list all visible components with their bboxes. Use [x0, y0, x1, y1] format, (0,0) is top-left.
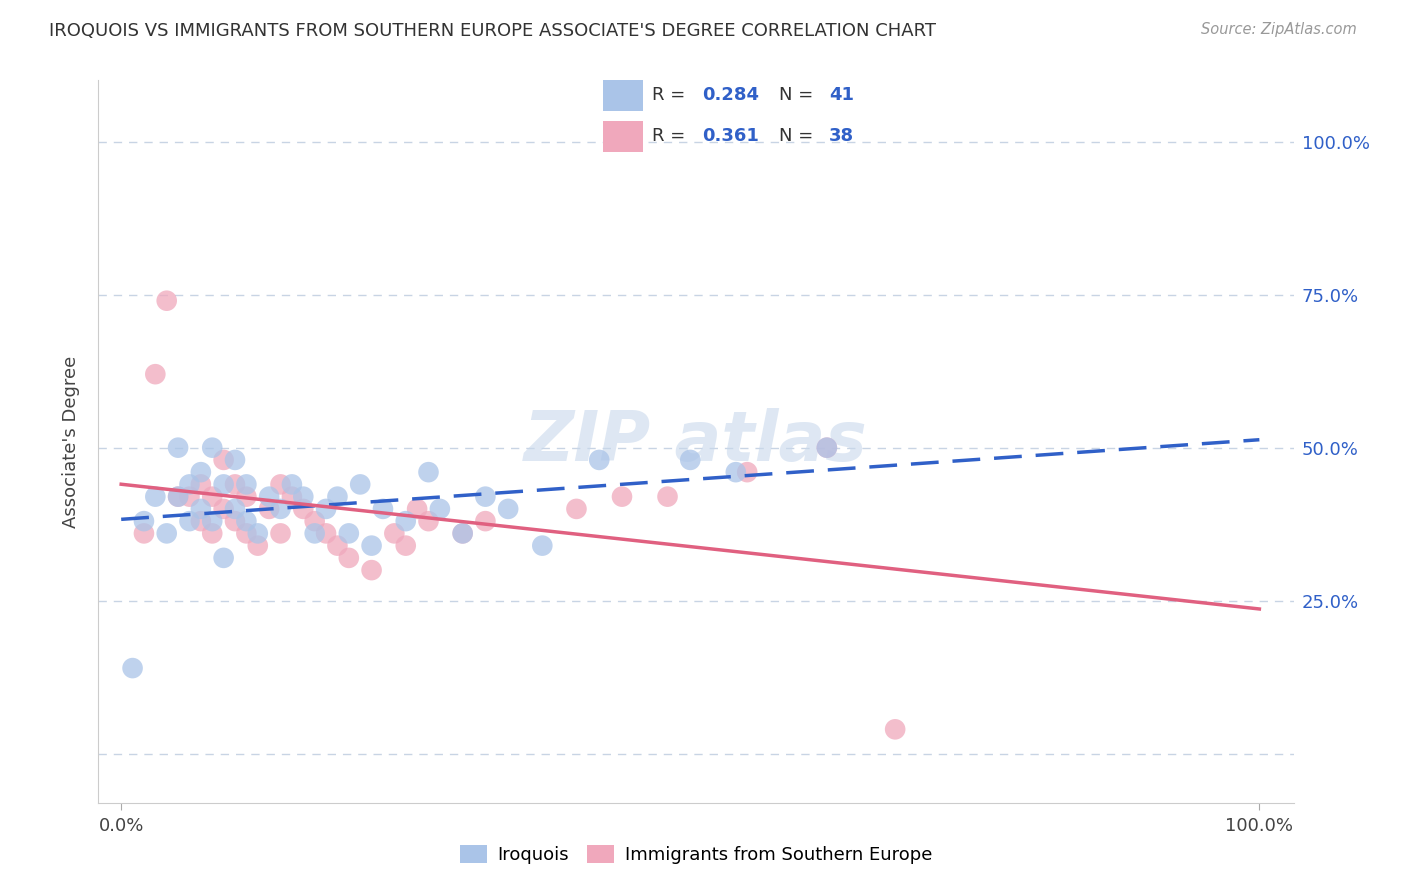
Point [121, 661, 143, 675]
Point [201, 526, 224, 541]
Point [224, 477, 246, 491]
Point [395, 514, 418, 528]
Text: N =: N = [779, 128, 820, 145]
Point [190, 477, 212, 491]
Text: R =: R = [652, 87, 692, 104]
Point [179, 514, 201, 528]
Point [235, 490, 257, 504]
Point [270, 477, 292, 491]
Point [815, 441, 838, 455]
Point [292, 502, 315, 516]
Text: 41: 41 [828, 87, 853, 104]
Point [212, 453, 235, 467]
Point [292, 490, 315, 504]
Point [281, 477, 304, 491]
Point [371, 502, 394, 516]
Point [815, 441, 838, 455]
Point [884, 723, 907, 737]
Point [257, 490, 280, 504]
Point [565, 502, 588, 516]
Point [735, 465, 758, 479]
Point [337, 526, 360, 541]
Point [326, 490, 349, 504]
Point [326, 539, 349, 553]
FancyBboxPatch shape [603, 121, 643, 152]
Point [315, 526, 337, 541]
Point [167, 490, 190, 504]
Y-axis label: Associate's Degree: Associate's Degree [62, 355, 80, 528]
Point [190, 465, 212, 479]
Point [349, 477, 371, 491]
Point [235, 477, 257, 491]
Point [474, 514, 496, 528]
Point [657, 490, 679, 504]
Point [418, 514, 440, 528]
Point [531, 539, 554, 553]
Point [281, 490, 304, 504]
Point [143, 367, 166, 381]
Point [588, 453, 610, 467]
Point [201, 441, 224, 455]
Point [474, 490, 496, 504]
Point [201, 490, 224, 504]
Point [395, 539, 418, 553]
Text: N =: N = [779, 87, 820, 104]
FancyBboxPatch shape [603, 80, 643, 111]
Point [224, 453, 246, 467]
Point [724, 465, 747, 479]
Point [451, 526, 474, 541]
Point [406, 502, 429, 516]
Point [337, 550, 360, 565]
Point [360, 563, 382, 577]
Point [235, 514, 257, 528]
Text: R =: R = [652, 128, 692, 145]
Text: 0.284: 0.284 [702, 87, 759, 104]
Point [429, 502, 451, 516]
Text: IROQUOIS VS IMMIGRANTS FROM SOUTHERN EUROPE ASSOCIATE'S DEGREE CORRELATION CHART: IROQUOIS VS IMMIGRANTS FROM SOUTHERN EUR… [49, 22, 936, 40]
Point [679, 453, 702, 467]
Legend: Iroquois, Immigrants from Southern Europe: Iroquois, Immigrants from Southern Europ… [450, 836, 942, 873]
Point [190, 502, 212, 516]
Point [270, 526, 292, 541]
Point [382, 526, 405, 541]
Point [257, 502, 280, 516]
Point [270, 502, 292, 516]
Point [315, 502, 337, 516]
Point [156, 526, 179, 541]
Point [304, 514, 326, 528]
Point [132, 514, 155, 528]
Point [132, 526, 155, 541]
Point [360, 539, 382, 553]
Point [190, 514, 212, 528]
Text: 38: 38 [828, 128, 853, 145]
Point [167, 441, 190, 455]
Point [167, 490, 190, 504]
Point [235, 526, 257, 541]
Text: Source: ZipAtlas.com: Source: ZipAtlas.com [1201, 22, 1357, 37]
Point [610, 490, 633, 504]
Point [212, 550, 235, 565]
Point [224, 514, 246, 528]
Point [143, 490, 166, 504]
Point [201, 514, 224, 528]
Point [179, 490, 201, 504]
Point [212, 502, 235, 516]
Point [246, 526, 269, 541]
Point [418, 465, 440, 479]
Text: 0.361: 0.361 [702, 128, 759, 145]
Point [212, 477, 235, 491]
Point [304, 526, 326, 541]
Text: ZIP atlas: ZIP atlas [524, 408, 868, 475]
Point [179, 477, 201, 491]
Point [496, 502, 519, 516]
Point [246, 539, 269, 553]
Point [224, 502, 246, 516]
Point [156, 293, 179, 308]
Point [451, 526, 474, 541]
